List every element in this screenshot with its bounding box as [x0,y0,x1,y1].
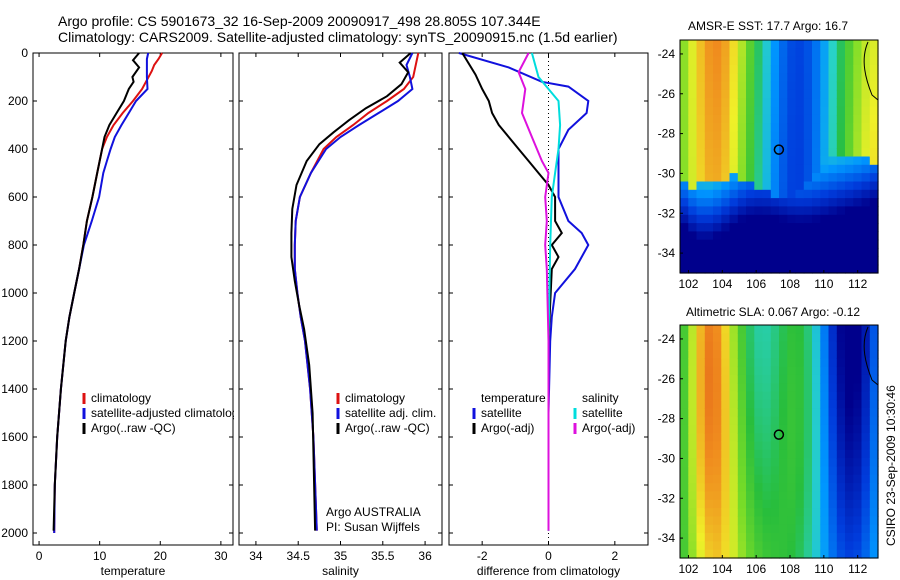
panel-1-ytick-label: 400 [8,142,28,156]
sst-map-ytick-label: -34 [658,246,676,260]
sst-map-ytick-label: -30 [658,166,676,180]
sla-map-ytick-label: -34 [658,531,676,545]
diff-salinity-legend-label: salinity [582,391,619,405]
panel-1-frame [32,52,234,546]
sla-map-xtick-label: 106 [746,562,766,576]
panel-2-xtick-label: 34 [249,549,263,563]
sst-map-frame [679,39,879,274]
sst-map-argo-marker [773,144,785,155]
diff-salinity-legend-label: Argo(-adj) [582,421,635,435]
sst-map-ytick-label: -26 [658,87,676,101]
panel-1-ytick-label: 800 [8,238,28,252]
sla-map-ytick-label: -32 [658,491,676,505]
series-line-salinity-satellite [530,52,562,531]
panel-3-xtick-label: 2 [611,549,618,563]
sla-map-ytick-label: -26 [658,372,676,386]
sst-map-ytick-label: -24 [658,47,676,61]
sst-map-xtick-label: 102 [678,277,698,291]
sla-map-ytick-label: -28 [658,412,676,426]
panel-1-ytick-label: 200 [8,94,28,108]
sst-map-ytick-label: -32 [658,206,676,220]
panel-3-xtick-label: 0 [545,549,552,563]
sla-map-ytick-label: -30 [658,451,676,465]
sst-map-xtick-label: 112 [848,277,867,291]
panel-2-xlabel: salinity [322,564,359,578]
panel-1-xtick-label: 30 [214,549,228,563]
panel-2-xtick-label: 35 [334,549,348,563]
chart-title-line1: Argo profile: CS 5901673_32 16-Sep-2009 … [58,13,541,29]
sst-map-xtick-label: 104 [712,277,732,291]
temperature-legend-label: Argo(..raw -QC) [91,421,176,435]
legend-clip [234,390,238,440]
panel-2-xtick-label: 35.5 [371,549,395,563]
argo-australia-annotation: Argo AUSTRALIA [326,505,421,519]
panel-2-xtick-label: 34.5 [287,549,311,563]
sla-map-coastline [863,326,879,386]
salinity-legend-label: satellite adj. clim. [345,406,436,420]
panel-1-ytick-label: 0 [21,46,28,60]
panel-1-ytick-label: 1200 [1,334,28,348]
panel-1-ytick-label: 1000 [1,286,28,300]
panel-1-ytick-label: 1800 [1,478,28,492]
sst-map-xtick-label: 110 [814,277,833,291]
panel-1-ytick-label: 2000 [1,526,28,540]
salinity-legend-label: Argo(..raw -QC) [345,421,430,435]
sst-map-heatmap [680,40,879,274]
sla-map-xtick-label: 112 [848,562,867,576]
diff-temperature-legend-label: Argo(-adj) [481,421,534,435]
series-line-temperature-argo-adj- [461,52,564,531]
sla-map-frame [679,324,879,559]
diff-temperature-legend-label: satellite [481,406,522,420]
sst-map-title: AMSR-E SST: 17.7 Argo: 16.7 [688,19,849,33]
salinity-legend-label: climatology [345,391,405,405]
series-line-salinity-argo-adj- [517,52,550,531]
sla-map-title: Altimetric SLA: 0.067 Argo: -0.12 [686,305,861,319]
sst-map-xtick-label: 108 [780,277,800,291]
sla-map-xtick-label: 108 [780,562,800,576]
sla-map-argo-marker [773,429,785,440]
panel-3-xtick-label: -2 [477,549,488,563]
temperature-legend-label: satellite-adjusted climatolog [91,406,238,420]
sla-map-xtick-label: 110 [814,562,833,576]
panel-1-xtick-label: 10 [93,549,107,563]
panel-1-xlabel: temperature [101,564,166,578]
panel-1-xtick-label: 0 [36,549,43,563]
sla-map-heatmap [680,325,879,559]
sla-map-ytick-label: -24 [658,332,676,346]
panel-1-ytick-label: 1600 [1,430,28,444]
panel-1-xtick-label: 20 [154,549,168,563]
sst-map-ytick-label: -28 [658,127,676,141]
pi-annotation: PI: Susan Wijffels [326,520,420,534]
diff-temperature-legend-label: temperature [481,391,546,405]
series-line-argo-raw-qc- [52,52,141,531]
sla-map-xtick-label: 104 [712,562,732,576]
sst-map-xtick-label: 106 [746,277,766,291]
series-line-argo-raw-qc- [290,52,412,531]
sla-map-xtick-label: 102 [678,562,698,576]
panel-3-xlabel: difference from climatology [477,564,620,578]
diff-salinity-legend-label: satellite [582,406,623,420]
panel-1-ytick-label: 600 [8,190,28,204]
panel-1-ytick-label: 1400 [1,382,28,396]
series-line-temperature-satellite [458,52,590,531]
chart-title-line2: Climatology: CARS2009. Satellite-adjuste… [58,29,618,45]
panel-2-xtick-label: 36 [418,549,432,563]
temperature-legend-label: climatology [91,391,151,405]
sst-map-coastline [863,41,879,101]
